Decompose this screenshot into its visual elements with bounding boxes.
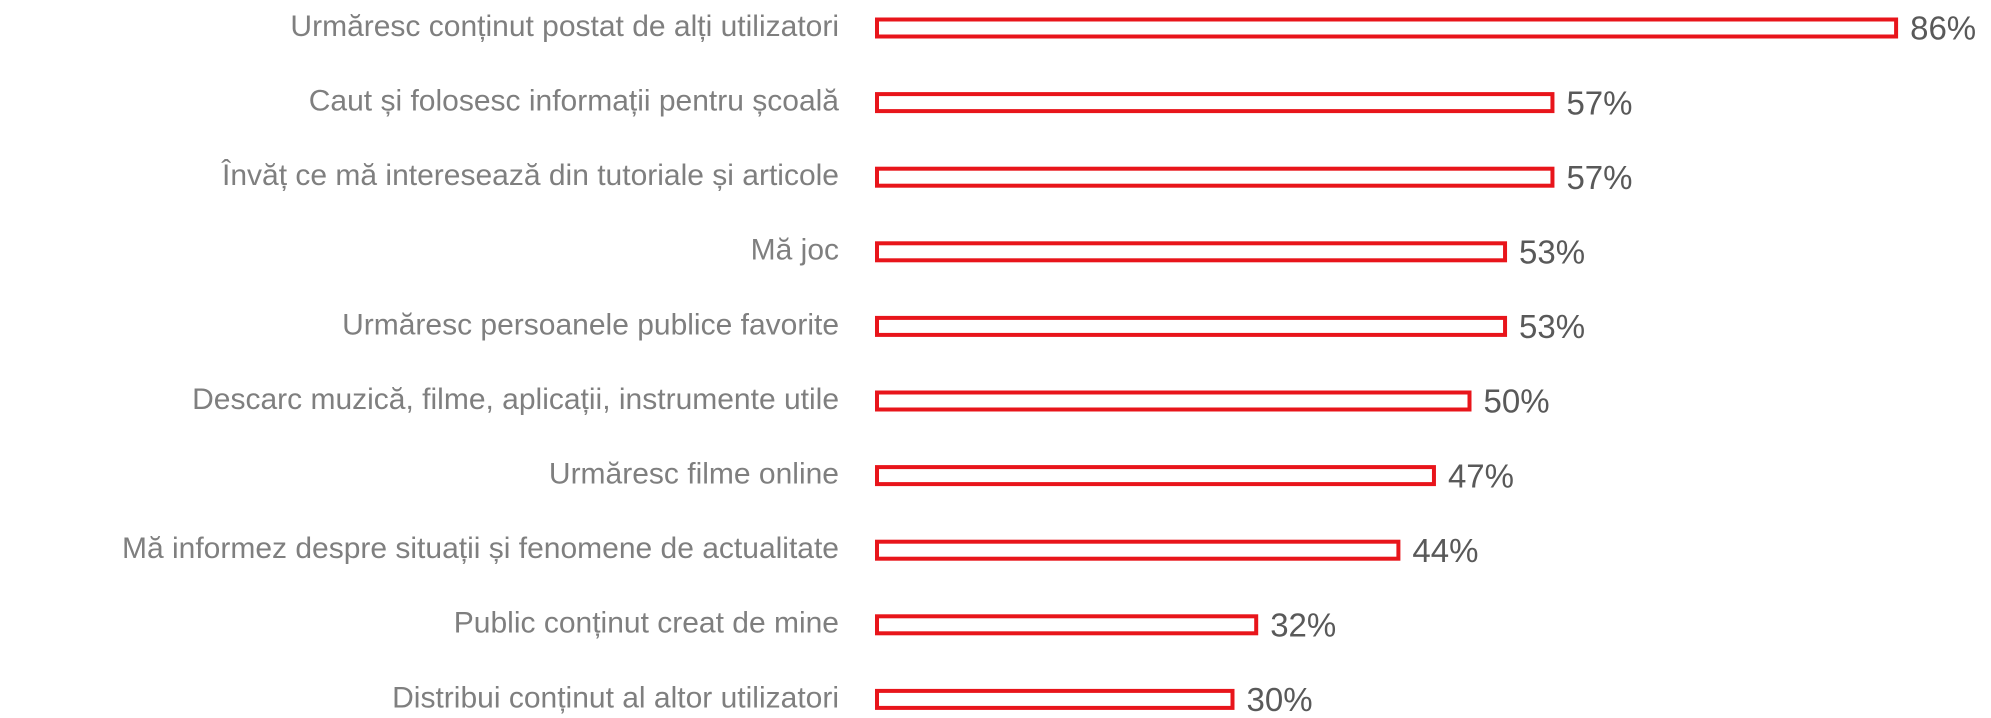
value-label: 30% (1247, 681, 1313, 718)
value-label: 44% (1412, 532, 1478, 569)
bar (875, 166, 1555, 188)
bar (875, 614, 1259, 636)
category-label: Caut și folosesc informații pentru școal… (309, 85, 840, 118)
category-label: Mă informez despre situații și fenomene … (122, 532, 839, 565)
value-label: 47% (1448, 457, 1514, 494)
bar (875, 688, 1235, 710)
category-label: Public conținut creat de mine (454, 607, 839, 640)
value-label: 57% (1566, 159, 1632, 196)
value-label: 53% (1519, 308, 1585, 345)
category-label: Urmăresc persoanele publice favorite (342, 308, 839, 341)
bar (875, 92, 1555, 114)
bar (875, 390, 1472, 412)
value-label: 53% (1519, 234, 1585, 271)
bar (875, 17, 1899, 39)
value-label: 57% (1566, 84, 1632, 121)
category-label: Învăț ce mă interesează din tutoriale și… (221, 159, 839, 192)
value-label: 32% (1270, 607, 1336, 644)
bar (875, 539, 1401, 561)
category-label: Mă joc (751, 234, 839, 267)
bar (875, 465, 1436, 487)
bar (875, 315, 1508, 337)
value-label: 50% (1484, 383, 1550, 420)
value-label: 86% (1910, 10, 1976, 47)
category-label: Urmăresc conținut postat de alți utiliza… (290, 10, 839, 43)
category-label: Distribui conținut al altor utilizatori (392, 681, 839, 714)
category-label: Descarc muzică, filme, aplicații, instru… (192, 383, 839, 416)
bar (875, 241, 1508, 263)
category-label: Urmăresc filme online (549, 458, 839, 491)
